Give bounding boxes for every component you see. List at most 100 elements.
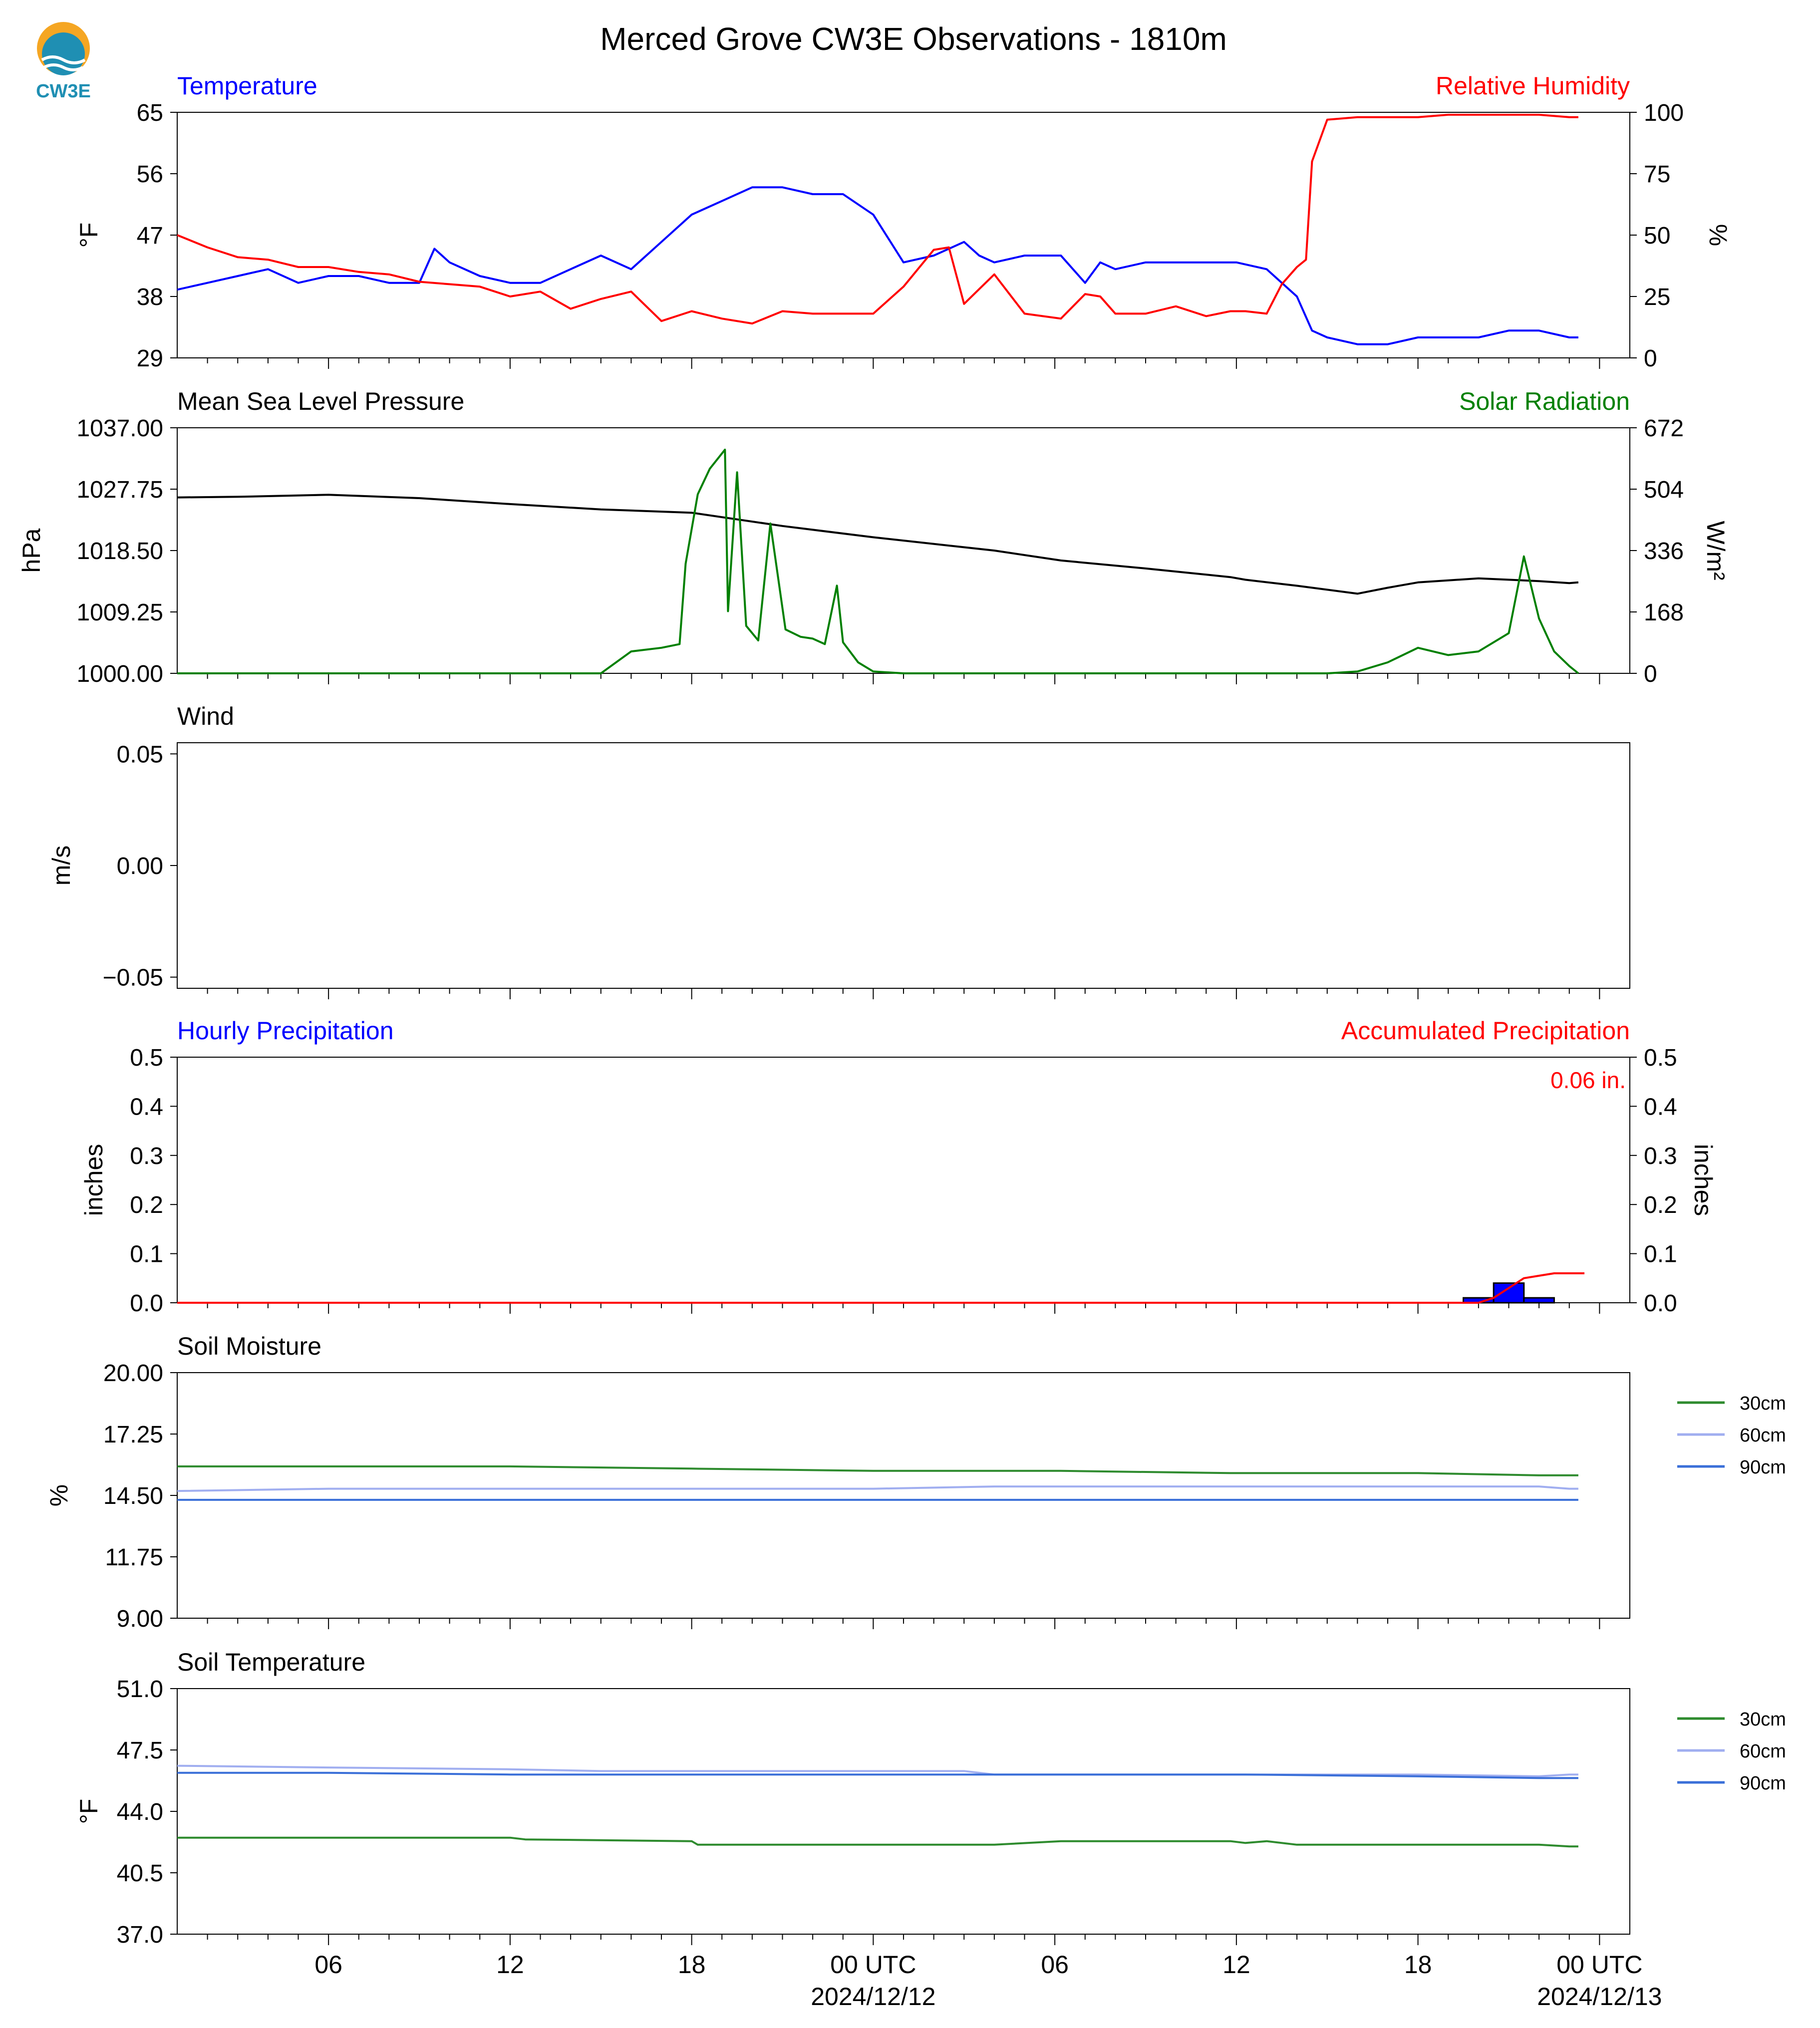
x-tick-label: 18 xyxy=(1404,1951,1432,1979)
accumulated-total-annotation: 0.06 in. xyxy=(1550,1067,1626,1093)
y-tick-label-left: 0.00 xyxy=(117,853,163,879)
x-tick-label: 06 xyxy=(314,1951,342,1979)
panel-5: Soil Moisture 9.00 11.75 14.50 17.25 20.00% 30… xyxy=(45,1332,1786,1632)
legend-label: 90cm xyxy=(1740,1773,1786,1794)
y-tick-label-right: 0.0 xyxy=(1644,1290,1677,1317)
x-tick-label: 00 UTC xyxy=(1556,1951,1642,1979)
panel-title-left: Soil Temperature xyxy=(177,1648,365,1676)
series-line-90cm xyxy=(177,1771,1578,1779)
y-tick-label-right: 336 xyxy=(1644,538,1684,565)
y-tick-label-left: 0.2 xyxy=(130,1192,163,1218)
y-tick-label-left: 0.05 xyxy=(117,741,163,768)
legend-label: 30cm xyxy=(1740,1393,1786,1414)
panel-1: Temperature Relative Humidity 29 38 47 56 65 °F… xyxy=(75,72,1732,372)
logo-text: CW3E xyxy=(36,81,91,102)
plot-frame xyxy=(177,427,1630,674)
y-axis-label-left: °F xyxy=(75,1799,103,1824)
y-axis-label-left: m/s xyxy=(47,846,75,886)
series-line-60cm xyxy=(177,1485,1578,1492)
y-tick-label-right: 0.3 xyxy=(1644,1143,1677,1169)
y-tick-label-right: 0 xyxy=(1644,345,1657,372)
precip-bar xyxy=(1493,1282,1525,1304)
y-tick-label-left: 11.75 xyxy=(105,1544,163,1571)
y-tick-label-left: 1027.75 xyxy=(76,477,163,503)
y-tick-label-left: 40.5 xyxy=(117,1860,163,1887)
series-line-red xyxy=(177,1272,1585,1304)
x-tick-label: 06 xyxy=(1041,1951,1069,1979)
panel-title-right: Relative Humidity xyxy=(1436,72,1630,100)
legend-label: 30cm xyxy=(1740,1709,1786,1730)
y-axis-label-left: hPa xyxy=(17,528,45,573)
panel-3: Wind −0.05 0.00 0.05 m/s xyxy=(47,702,1630,999)
series-line-black xyxy=(177,494,1579,595)
y-tick-label-right: 50 xyxy=(1644,223,1670,249)
panel-title-left: Soil Moisture xyxy=(177,1332,321,1360)
y-tick-label-left: 0.3 xyxy=(130,1143,163,1169)
panel-title-left: Hourly Precipitation xyxy=(177,1017,394,1045)
y-tick-label-right: 75 xyxy=(1644,161,1670,188)
plot-frame xyxy=(177,1057,1630,1303)
y-tick-label-left: 38 xyxy=(137,284,163,310)
panel-title-right: Solar Radiation xyxy=(1459,387,1630,415)
y-tick-label-right: 0 xyxy=(1644,661,1657,687)
series-line-30cm xyxy=(177,1465,1578,1476)
y-tick-label-left: −0.05 xyxy=(103,965,163,991)
y-axis-label-right: inches xyxy=(1689,1144,1717,1216)
panel-6: Soil Temperature 37.0 40.5 44.0 47.5 51.0 °F 30… xyxy=(75,1648,1786,2011)
x-tick-date-label: 2024/12/13 xyxy=(1537,1983,1662,2011)
y-tick-label-right: 0.2 xyxy=(1644,1192,1677,1218)
y-tick-label-right: 168 xyxy=(1644,599,1684,626)
series-line-30cm xyxy=(177,1836,1578,1848)
y-tick-label-left: 0.1 xyxy=(130,1241,163,1268)
y-tick-label-left: 51.0 xyxy=(117,1676,163,1703)
y-tick-label-left: 56 xyxy=(137,161,163,188)
panel-title-right: Accumulated Precipitation xyxy=(1341,1017,1630,1045)
y-tick-label-left: 44.0 xyxy=(117,1799,163,1825)
x-tick-label: 12 xyxy=(496,1951,524,1979)
y-tick-label-right: 0.1 xyxy=(1644,1241,1677,1268)
y-tick-label-left: 1000.00 xyxy=(76,661,163,687)
panels: Temperature Relative Humidity 29 38 47 56 65 °F… xyxy=(17,72,1786,2011)
y-axis-label-left: inches xyxy=(80,1144,108,1216)
x-tick-label: 18 xyxy=(678,1951,706,1979)
y-tick-label-left: 17.25 xyxy=(103,1422,163,1448)
panel-4: Hourly Precipitation Accumulated Precipit… xyxy=(80,1017,1717,1317)
y-tick-label-right: 672 xyxy=(1644,415,1684,442)
y-tick-label-left: 47 xyxy=(137,223,163,249)
x-tick-date-label: 2024/12/12 xyxy=(811,1983,935,2011)
y-tick-label-left: 20.00 xyxy=(103,1360,163,1387)
y-tick-label-left: 1009.25 xyxy=(76,599,163,626)
y-tick-label-right: 100 xyxy=(1644,100,1684,126)
y-tick-label-left: 14.50 xyxy=(103,1483,163,1509)
y-tick-label-left: 29 xyxy=(137,345,163,372)
logo: CW3E xyxy=(36,22,91,102)
y-tick-label-left: 65 xyxy=(137,100,163,126)
y-axis-label-right: W/m² xyxy=(1702,521,1730,580)
panel-title-left: Wind xyxy=(177,702,234,730)
y-axis-label-left: % xyxy=(45,1484,73,1506)
x-tick-label: 00 UTC xyxy=(830,1951,916,1979)
y-tick-label-right: 504 xyxy=(1644,477,1684,503)
y-axis-label-right: % xyxy=(1704,224,1732,246)
panel-title-left: Temperature xyxy=(177,72,317,100)
legend-label: 60cm xyxy=(1740,1425,1786,1446)
figure-title: Merced Grove CW3E Observations - 1810m xyxy=(600,21,1227,57)
series-line-red xyxy=(177,113,1578,325)
y-tick-label-left: 37.0 xyxy=(117,1922,163,1948)
y-tick-label-right: 25 xyxy=(1644,284,1670,310)
y-tick-label-right: 0.4 xyxy=(1644,1094,1677,1120)
y-tick-label-left: 1037.00 xyxy=(76,415,163,442)
precip-bar xyxy=(1523,1297,1555,1304)
series-line-green xyxy=(177,448,1579,674)
series-line-blue xyxy=(177,186,1578,345)
panel-2: Mean Sea Level Pressure Solar Radiation 10… xyxy=(17,387,1730,687)
legend-label: 60cm xyxy=(1740,1741,1786,1762)
y-tick-label-left: 0.0 xyxy=(130,1290,163,1317)
plot-frame xyxy=(177,112,1630,358)
plot-frame xyxy=(177,742,1630,989)
legend-label: 90cm xyxy=(1740,1457,1786,1478)
y-tick-label-left: 0.5 xyxy=(130,1045,163,1071)
plot-frame xyxy=(177,1688,1630,1935)
panel-title-left: Mean Sea Level Pressure xyxy=(177,387,464,415)
